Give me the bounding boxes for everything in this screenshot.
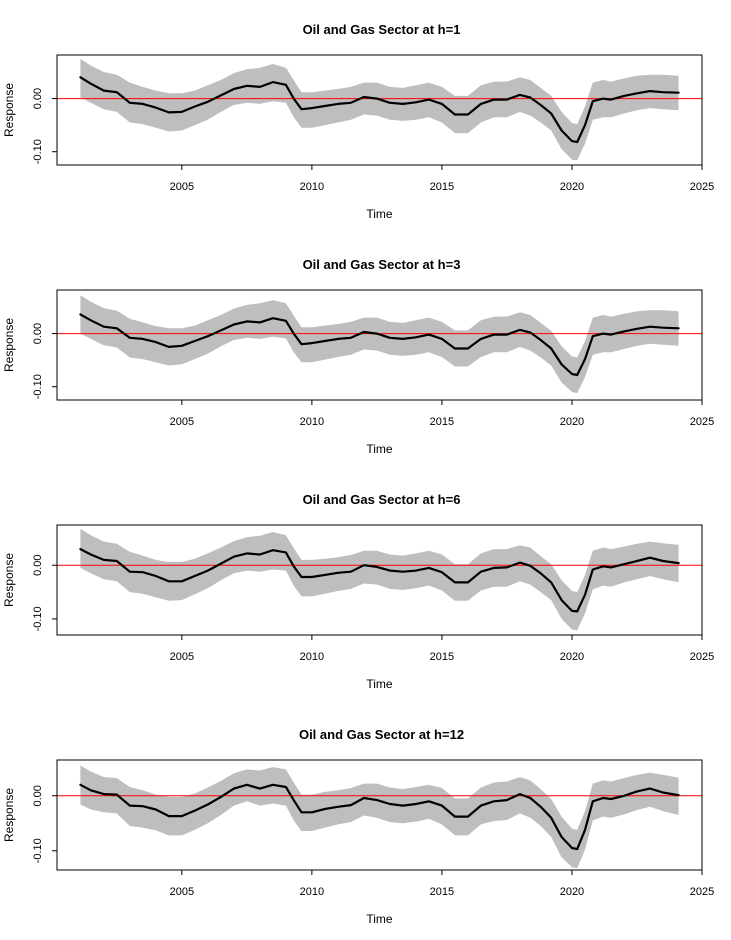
x-tick-label: 2005 (170, 181, 194, 193)
y-axis-label: Response (2, 553, 16, 607)
chart-title: Oil and Gas Sector at h=12 (299, 727, 464, 742)
x-tick-label: 2025 (690, 181, 714, 193)
y-axis-label: Response (2, 318, 16, 372)
y-tick-label: 0.00 (32, 323, 44, 344)
x-tick-label: 2025 (690, 886, 714, 898)
x-tick-label: 2010 (300, 181, 324, 193)
x-axis-label: Time (366, 912, 393, 926)
x-tick-label: 2020 (560, 416, 584, 428)
y-tick-label: 0.00 (32, 785, 44, 806)
y-tick-label: -0.10 (32, 139, 44, 164)
x-tick-label: 2005 (170, 651, 194, 663)
x-tick-label: 2020 (560, 651, 584, 663)
chart-title: Oil and Gas Sector at h=3 (303, 257, 461, 272)
x-axis-label: Time (366, 442, 393, 456)
y-axis-label: Response (2, 83, 16, 137)
plot-frame (56, 289, 703, 401)
x-tick-label: 2020 (560, 181, 584, 193)
y-tick-label: -0.10 (32, 606, 44, 631)
response-line (79, 313, 680, 377)
y-tick-label: -0.10 (32, 374, 44, 399)
confidence-band (80, 58, 679, 161)
x-tick-label: 2025 (690, 651, 714, 663)
x-tick-label: 2005 (170, 416, 194, 428)
x-tick-label: 2015 (430, 886, 454, 898)
chart-title: Oil and Gas Sector at h=6 (303, 492, 461, 507)
panel-1: Oil and Gas Sector at h=1 2005 2010 2015 202… (2, 22, 714, 221)
x-tick-label: 2010 (300, 651, 324, 663)
response-line (79, 783, 680, 851)
panel-2: Oil and Gas Sector at h=3 2005 2010 2015 202… (2, 257, 714, 456)
plot-frame (56, 54, 703, 166)
x-tick-label: 2015 (430, 181, 454, 193)
confidence-band (80, 528, 679, 631)
x-tick-label: 2020 (560, 886, 584, 898)
chart-title: Oil and Gas Sector at h=1 (303, 22, 461, 37)
response-line (79, 76, 680, 144)
plot-frame (56, 524, 703, 636)
x-tick-label: 2005 (170, 886, 194, 898)
x-tick-label: 2010 (300, 886, 324, 898)
panel-3: Oil and Gas Sector at h=6 2005 2010 2015 202… (2, 492, 714, 691)
x-tick-label: 2015 (430, 651, 454, 663)
x-axis-label: Time (366, 207, 393, 221)
plot-frame (56, 759, 703, 871)
x-tick-label: 2025 (690, 416, 714, 428)
y-tick-label: 0.00 (32, 88, 44, 109)
y-tick-label: 0.00 (32, 554, 44, 575)
confidence-band (80, 295, 679, 394)
y-axis-label: Response (2, 788, 16, 842)
panel-4: Oil and Gas Sector at h=12 2005 2010 2015 20… (2, 727, 714, 926)
x-axis-label: Time (366, 677, 393, 691)
y-tick-label: -0.10 (32, 838, 44, 863)
response-line (79, 547, 680, 613)
x-tick-label: 2015 (430, 416, 454, 428)
x-tick-label: 2010 (300, 416, 324, 428)
